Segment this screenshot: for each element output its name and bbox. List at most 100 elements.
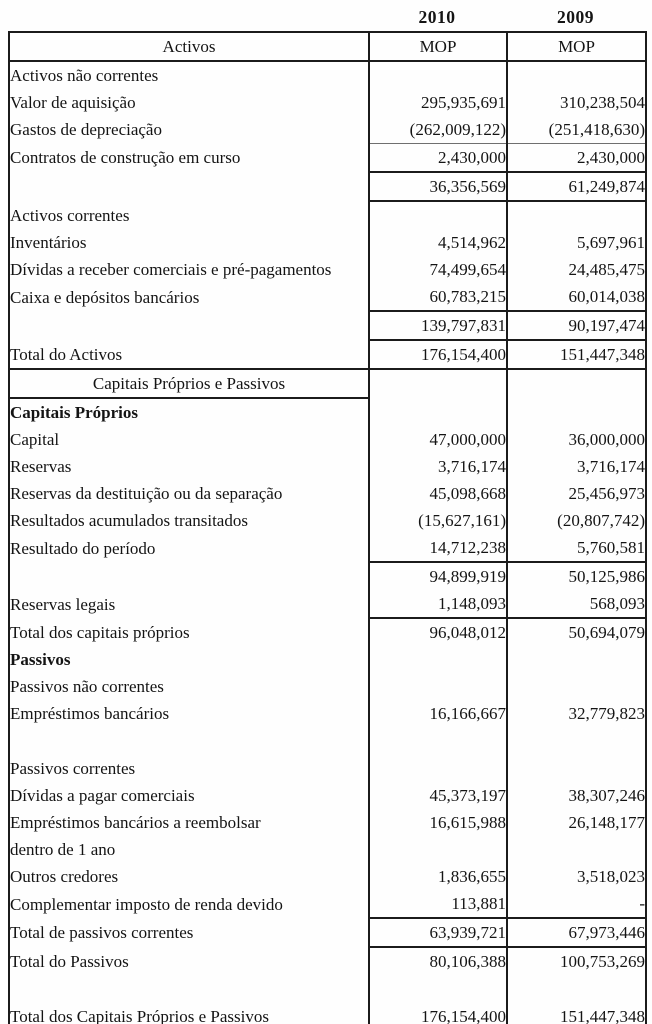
value-2009: 38,307,246 (568, 786, 646, 805)
value-2009 (507, 836, 646, 863)
value-2009: 5,697,961 (577, 233, 645, 252)
value-2009: 32,779,823 (568, 704, 646, 723)
row-label (9, 727, 370, 755)
value-2009: 50,125,986 (568, 567, 646, 586)
value-2009: 61,249,874 (507, 172, 646, 202)
value-2010: MOP (369, 32, 508, 62)
row-label: Resultados acumulados transitados (9, 507, 370, 534)
value-2010: 295,935,691 (369, 89, 508, 116)
row-label: Empréstimos bancários (9, 700, 370, 727)
value-2009: 5,760,581 (507, 534, 646, 563)
row-label: Total do Passivos (9, 947, 370, 975)
table-row: Resultados acumulados transitados (15,627… (9, 507, 646, 534)
table-row: Total do Activos 176,154,400 151,447,348 (9, 340, 646, 370)
table-row: Activos correntes (9, 201, 646, 229)
table-row: Total do Passivos 80,106,388 100,753,269 (9, 947, 646, 975)
value-2010: 14,712,238 (369, 534, 508, 563)
table-row: 94,899,919 50,125,986 (9, 562, 646, 590)
table-row: Resultado do período 14,712,238 5,760,581 (9, 534, 646, 563)
value-2010: 3,716,174 (369, 453, 508, 480)
row-label: Capital (9, 426, 370, 453)
row-label: Gastos de depreciação (9, 116, 370, 144)
value-2009 (507, 61, 646, 89)
table-row: Contratos de construção em curso 2,430,00… (9, 143, 646, 173)
value-2010: 113,881 (369, 890, 508, 919)
value-2010 (369, 836, 508, 863)
table-row: Gastos de depreciação (262,009,122) (251,4… (9, 116, 646, 144)
value-2010 (369, 369, 508, 398)
value-2010: 4,514,962 (369, 229, 508, 256)
row-label: dentro de 1 ano (9, 836, 370, 863)
value-2009: 2,430,000 (507, 143, 646, 173)
row-label: Total dos capitais próprios (9, 618, 370, 646)
value-2009: (20,807,742) (557, 511, 645, 530)
value-2010: 36,356,569 (369, 172, 508, 202)
value-2009: (251,418,630) (548, 120, 645, 139)
value-2009 (507, 727, 646, 755)
row-label: Total do Activos (9, 340, 370, 370)
value-2009: 24,485,475 (568, 260, 646, 279)
value-2009: 3,518,023 (577, 867, 645, 886)
value-2010 (369, 201, 508, 229)
row-label: Reservas legais (9, 590, 370, 618)
value-2009: 310,238,504 (560, 93, 645, 112)
table-row: 36,356,569 61,249,874 (9, 172, 646, 202)
spacer-row (9, 727, 646, 755)
row-label: Caixa e depósitos bancários (9, 283, 370, 311)
value-2010: 139,797,831 (369, 311, 508, 341)
value-2009: 67,973,446 (507, 918, 646, 948)
value-2010: 16,166,667 (369, 700, 508, 727)
value-2010 (369, 975, 508, 1003)
table-row: Activos não correntes (9, 61, 646, 89)
value-2009: 50,694,079 (568, 623, 646, 642)
row-label: Activos não correntes (9, 61, 370, 89)
row-label (9, 562, 370, 590)
row-label (9, 975, 370, 1003)
table-row: Passivos não correntes (9, 673, 646, 700)
value-2009: 568,093 (507, 590, 646, 619)
value-2010: 1,836,655 (369, 863, 508, 890)
row-label: Passivos (9, 646, 370, 673)
spacer-row (9, 975, 646, 1003)
row-label: Empréstimos bancários a reembolsar (9, 809, 370, 836)
year-2009-label: 2009 (557, 7, 594, 27)
row-label: Capitais Próprios (9, 398, 370, 426)
table-row: Capitais Próprios (9, 398, 646, 426)
row-label (9, 311, 370, 340)
value-2010: 47,000,000 (369, 426, 508, 453)
table-row: Caixa e depósitos bancários 60,783,215 60,… (9, 283, 646, 312)
value-2010 (369, 727, 508, 755)
value-2009 (507, 398, 646, 426)
row-label: Dívidas a receber comerciais e pré-pagam… (9, 256, 370, 283)
table-row: Capital 47,000,000 36,000,000 (9, 426, 646, 453)
row-label: Complementar imposto de renda devido (9, 890, 370, 918)
value-2010: 16,615,988 (369, 809, 508, 836)
row-label: Total dos Capitais Próprios e Passivos (9, 1003, 370, 1024)
value-2010 (369, 61, 508, 89)
table-row: dentro de 1 ano (9, 836, 646, 863)
table-row: Complementar imposto de renda devido 113,… (9, 890, 646, 919)
value-2010 (369, 755, 508, 782)
value-2009 (507, 975, 646, 1003)
row-label: Valor de aquisição (9, 89, 370, 116)
table-row: Activos MOP MOP (9, 32, 646, 62)
table-row: Outros credores 1,836,655 3,518,023 (9, 863, 646, 890)
value-2009: - (507, 890, 646, 919)
value-2009: 26,148,177 (568, 813, 646, 832)
table-row: Valor de aquisição 295,935,691 310,238,504 (9, 89, 646, 116)
value-2010: 63,939,721 (369, 918, 508, 948)
value-2010: 2,430,000 (369, 143, 508, 173)
value-2010: 80,106,388 (369, 947, 508, 975)
row-label: Total de passivos correntes (9, 918, 370, 947)
value-2009: 3,716,174 (577, 457, 645, 476)
value-2009: MOP (507, 32, 646, 62)
value-2009 (507, 646, 646, 673)
value-2009: 151,447,348 (507, 340, 646, 370)
table-row: Empréstimos bancários 16,166,667 32,779,82… (9, 700, 646, 727)
year-2010-label: 2010 (418, 7, 456, 27)
value-2010: 176,154,400 (369, 1003, 508, 1024)
table-row: Passivos (9, 646, 646, 673)
table-row: Capitais Próprios e Passivos (9, 369, 646, 399)
value-2010: 45,373,197 (369, 782, 508, 809)
